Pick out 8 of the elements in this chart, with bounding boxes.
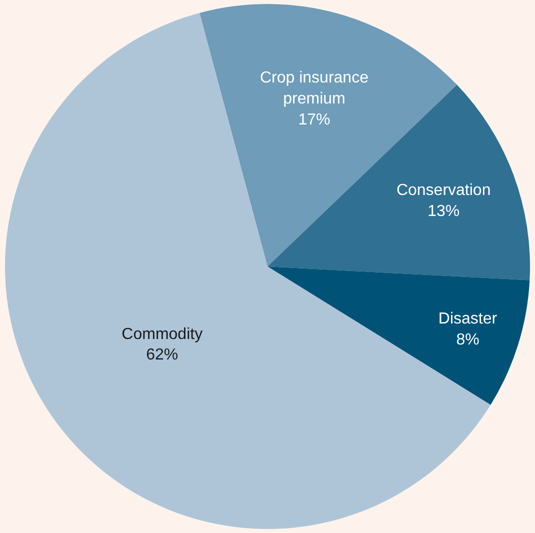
slice-label: Conservation <box>396 182 491 200</box>
data-label: 8% <box>456 331 480 348</box>
slice-label: Crop insurance premium <box>260 70 369 108</box>
data-label: 13% <box>428 202 460 220</box>
slice-label: Commodity <box>122 326 203 343</box>
data-label: 17% <box>298 111 330 128</box>
slice-label: Disaster <box>438 310 498 328</box>
data-label: 62% <box>146 346 178 364</box>
